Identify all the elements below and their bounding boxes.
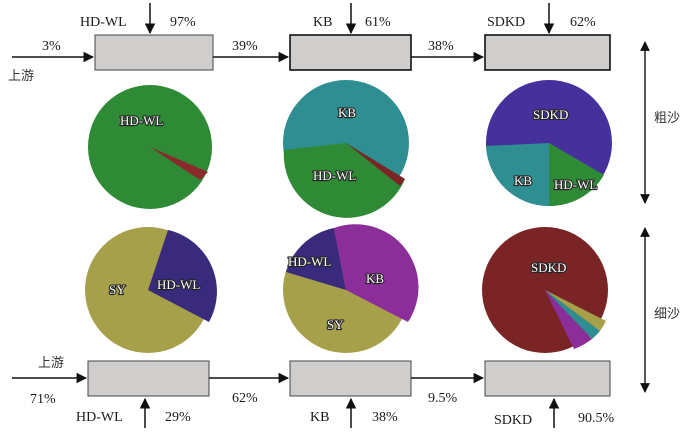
top-inlet-pct: 3% [42,39,61,54]
bottom-source-1-pct: 29% [165,410,191,425]
pie-fine-1: SY HD-WL [85,227,217,353]
bottom-box-3 [484,360,611,397]
bottom-inlet-pct: 71% [30,392,56,407]
top-source-1-pct: 97% [170,15,196,30]
pie-coarse-3: SDKD KB HD-WL [486,80,612,207]
bottom-source-2-name: KB [310,410,329,425]
top-row: HD-WL 97% KB 61% SDKD 62% 3% 上游 39% 38% [8,3,611,84]
bottom-source-3-pct: 90.5% [578,411,615,426]
top-source-1-name: HD-WL [80,15,127,30]
pie-coarse-2-label-1: KB [338,105,356,120]
top-flow-1: 39% [232,39,258,54]
pie-coarse-1-label-1: HD-WL [120,113,163,128]
bottom-row: 上游 71% 62% 9.5% HD-WL 29% KB 38% SDKD 90… [12,356,615,428]
pie-fine-1-label-2: HD-WL [157,277,200,292]
bottom-source-2-pct: 38% [372,410,398,425]
bottom-source-1-name: HD-WL [76,410,123,425]
pie-fine-2: HD-WL KB SY [283,224,419,353]
bottom-box-1 [87,360,210,397]
pie-fine-2-label-2: KB [366,271,384,286]
pie-fine-2-label-3: SY [327,317,344,332]
top-source-3-pct: 62% [570,15,596,30]
pie-coarse-3-label-2: KB [514,173,532,188]
coarse-label: 粗沙 [654,111,680,126]
bottom-box-2 [289,360,412,397]
top-inlet-label: 上游 [8,69,34,84]
top-flow-2: 38% [428,39,454,54]
top-box-1 [94,34,214,71]
pie-fine-3-label-1: SDKD [531,260,566,275]
pie-fine-2-label-1: HD-WL [288,254,331,269]
bottom-flow-1: 62% [232,391,258,406]
pie-coarse-3-label-1: SDKD [533,107,568,122]
bottom-inlet-label: 上游 [38,356,64,371]
top-source-2-pct: 61% [365,15,391,30]
bottom-source-3-name: SDKD [494,413,532,428]
bottom-flow-2: 9.5% [428,391,458,406]
pie-coarse-2-label-2: HD-WL [313,168,356,183]
pie-fine-1-label-1: SY [109,282,126,297]
top-box-2 [289,34,412,71]
pie-fine-3: SDKD [482,227,608,353]
top-source-3-name: SDKD [487,15,525,30]
fine-label: 细沙 [654,307,680,322]
pie-coarse-1: HD-WL [88,85,212,209]
pie-coarse-3-label-3: HD-WL [554,177,597,192]
top-source-2-name: KB [313,15,332,30]
pie-coarse-2: KB HD-WL [283,80,409,218]
top-box-3 [484,34,611,71]
